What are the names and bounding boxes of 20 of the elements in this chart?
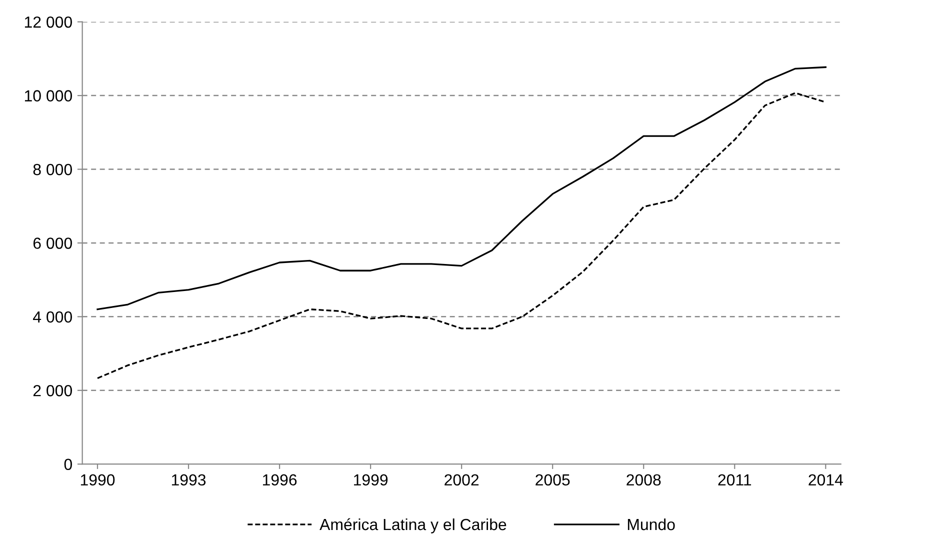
y-tick-label: 6 000 xyxy=(33,238,72,249)
y-tick-label: 8 000 xyxy=(33,164,72,176)
x-tick-label: 1996 xyxy=(262,474,297,486)
x-tick-label: 2014 xyxy=(808,474,843,486)
y-tick-label: 12 000 xyxy=(24,16,72,28)
line-series xyxy=(96,92,826,380)
y-tick-label: 4 000 xyxy=(33,311,72,323)
x-tick-label: 2005 xyxy=(536,474,570,486)
x-tick-label: 2011 xyxy=(718,474,752,486)
line-series xyxy=(96,66,826,310)
x-tick-label: 1993 xyxy=(172,474,206,486)
x-tick-label: 2002 xyxy=(444,474,479,486)
legend-label: Mundo xyxy=(628,518,675,530)
y-tick-label: 10 000 xyxy=(24,90,72,102)
legend-label: América Latina y el Caribe xyxy=(320,518,506,534)
x-tick-label: 1990 xyxy=(80,474,115,486)
y-tick-label: 2 000 xyxy=(33,385,72,396)
y-tick-label: 0 xyxy=(64,458,72,470)
x-tick-label: 1999 xyxy=(354,474,388,486)
x-tick-label: 2008 xyxy=(626,474,661,486)
